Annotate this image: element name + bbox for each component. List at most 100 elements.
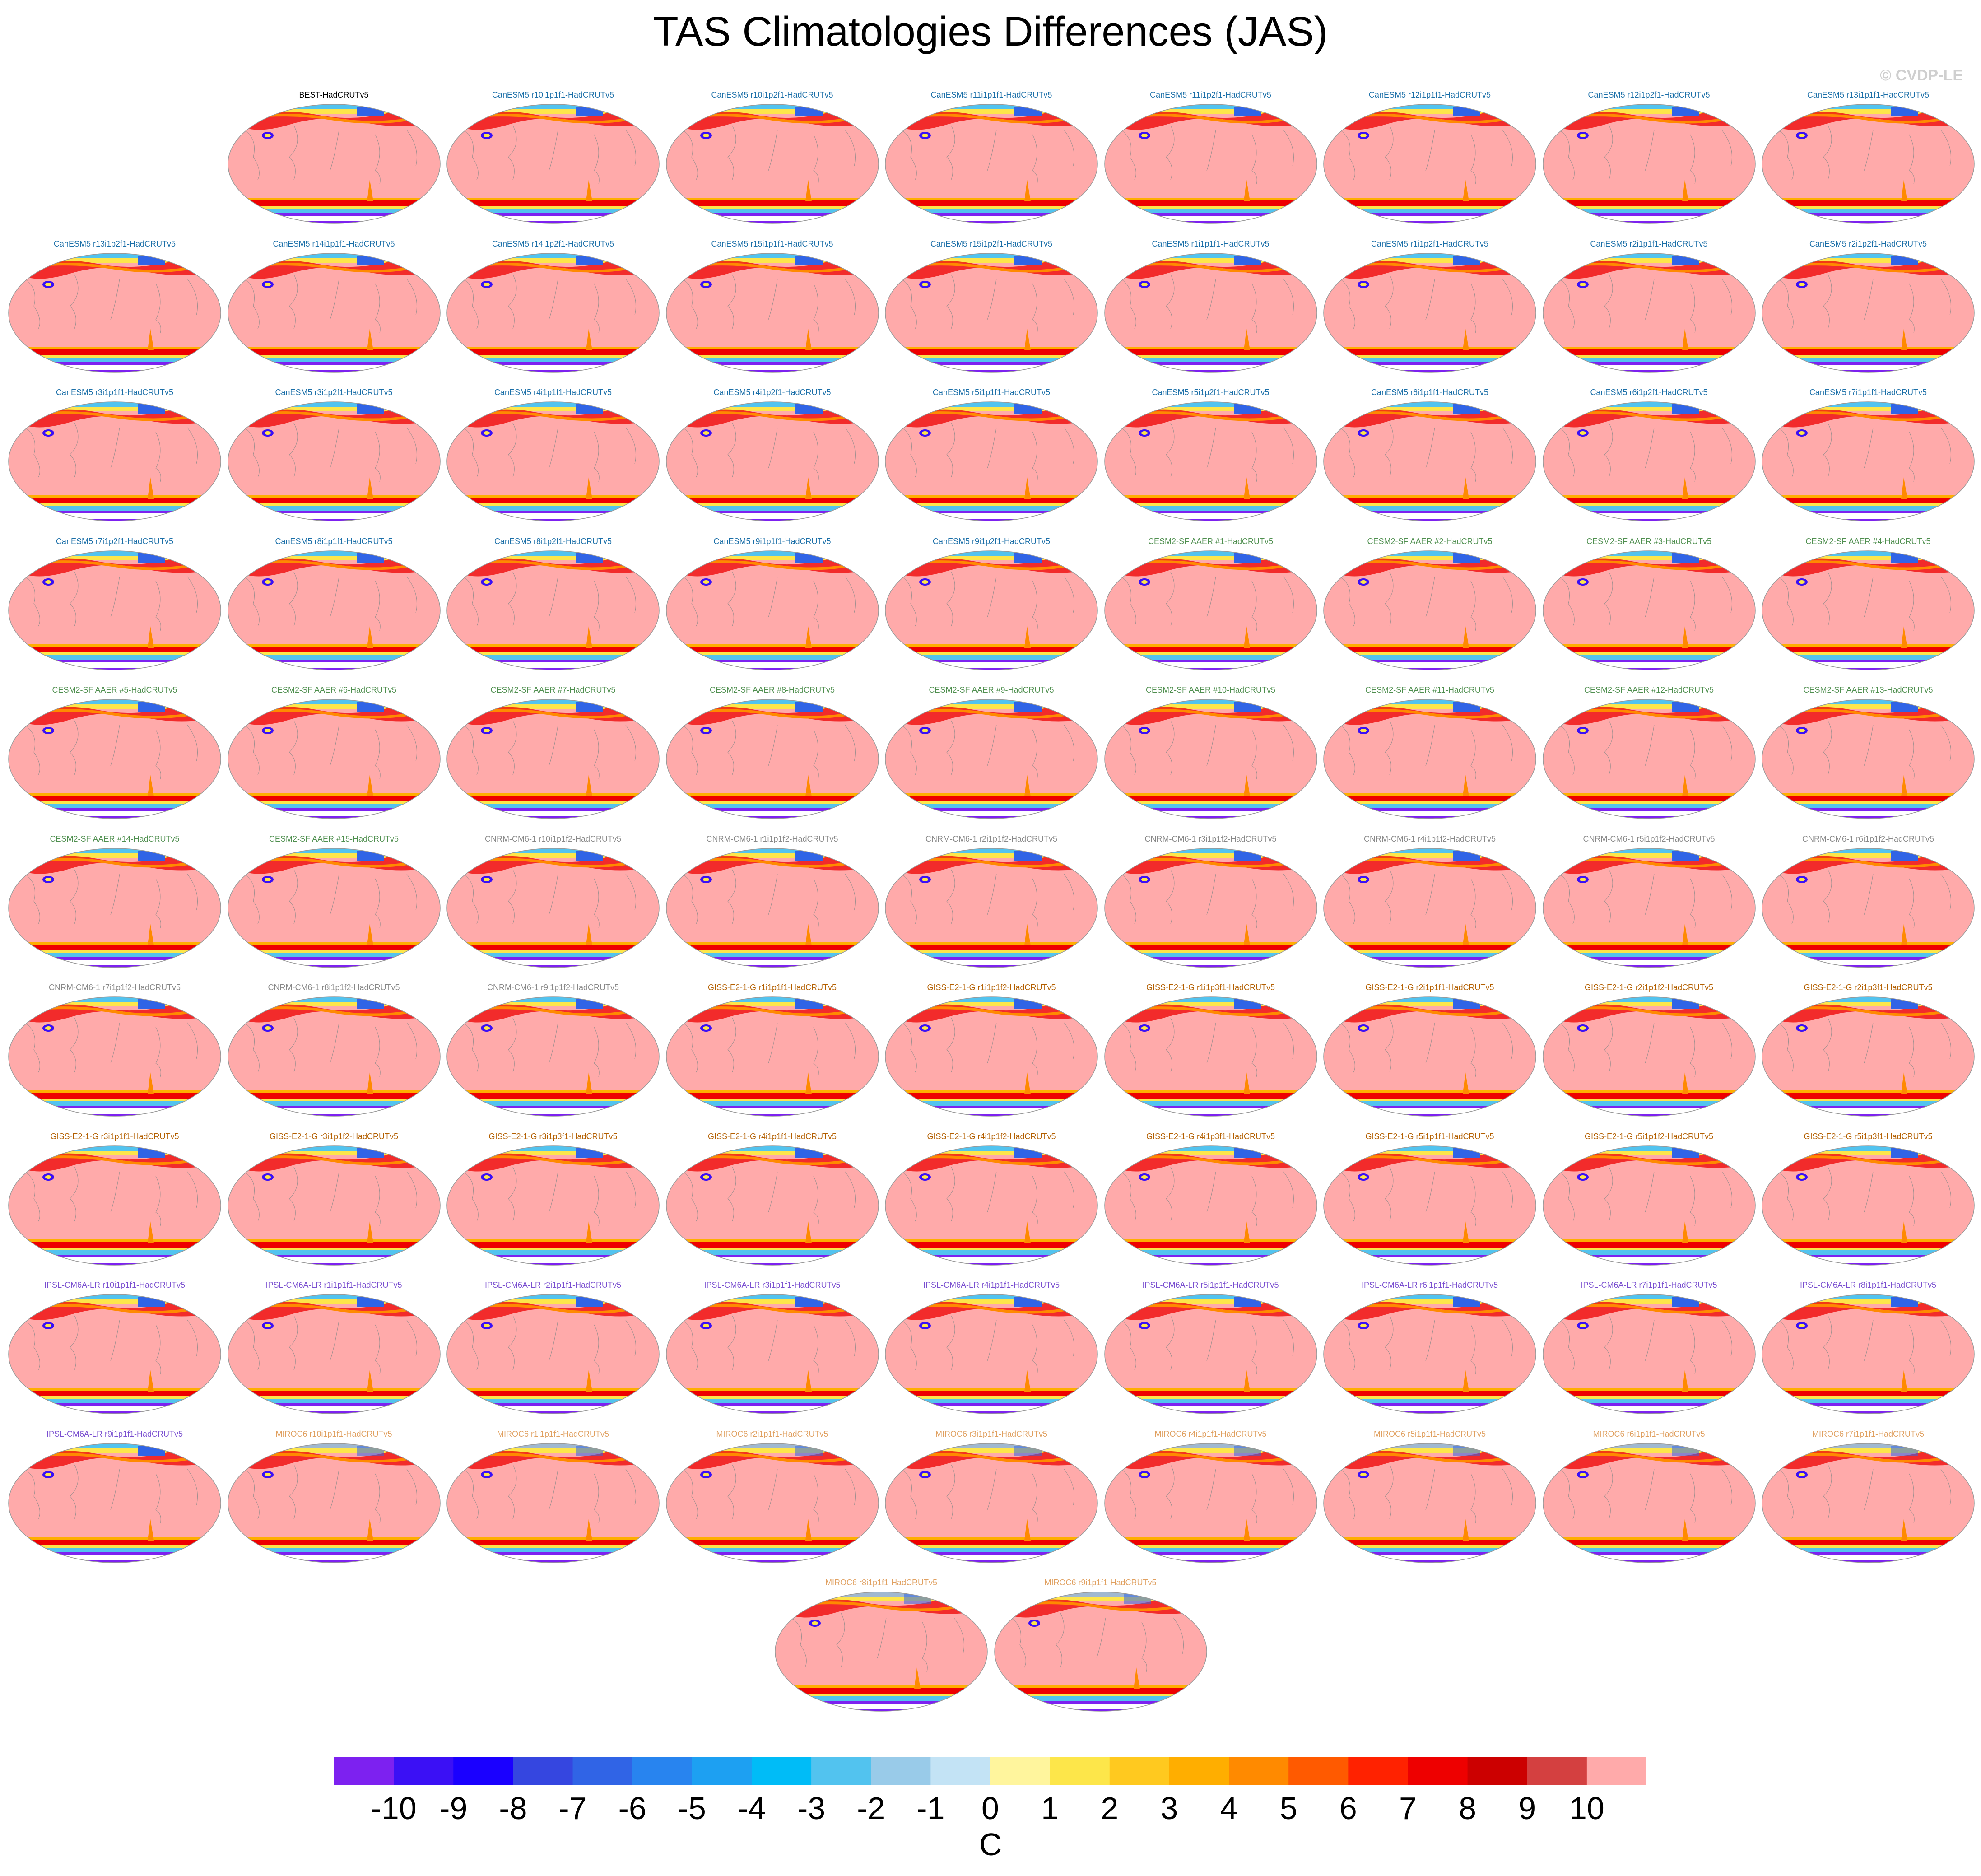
panel-label: CanESM5 r6i1p2f1-HadCRUTv5 bbox=[1590, 388, 1708, 397]
panel-label: CNRM-CM6-1 r10i1p1f2-HadCRUTv5 bbox=[484, 834, 622, 843]
map-panel: GISS-E2-1-G r3i1p1f1-HadCRUTv5 bbox=[7, 1132, 223, 1281]
map-panel: CanESM5 r10i1p2f1-HadCRUTv5 bbox=[665, 90, 880, 239]
panel-label: CESM2-SF AAER #12-HadCRUTv5 bbox=[1584, 685, 1714, 694]
panel-label: CESM2-SF AAER #10-HadCRUTv5 bbox=[1145, 685, 1276, 694]
panel-label: MIROC6 r10i1p1f1-HadCRUTv5 bbox=[275, 1429, 392, 1438]
panel-label: CESM2-SF AAER #1-HadCRUTv5 bbox=[1148, 536, 1274, 546]
panel-label: CNRM-CM6-1 r7i1p1f2-HadCRUTv5 bbox=[48, 983, 181, 992]
difference-map bbox=[1323, 996, 1536, 1117]
map-panel: GISS-E2-1-G r5i1p3f1-HadCRUTv5 bbox=[1760, 1132, 1976, 1281]
map-panel: CESM2-SF AAER #5-HadCRUTv5 bbox=[7, 685, 223, 834]
difference-map bbox=[1762, 996, 1975, 1117]
panel-label: CNRM-CM6-1 r8i1p1f2-HadCRUTv5 bbox=[268, 983, 400, 992]
panel-label: CanESM5 r7i1p2f1-HadCRUTv5 bbox=[56, 536, 174, 546]
map-panel: GISS-E2-1-G r5i1p1f2-HadCRUTv5 bbox=[1541, 1132, 1757, 1281]
map-panel: GISS-E2-1-G r1i1p1f2-HadCRUTv5 bbox=[884, 983, 1099, 1132]
map-panel: CNRM-CM6-1 r3i1p1f2-HadCRUTv5 bbox=[1103, 834, 1319, 983]
difference-map bbox=[227, 996, 441, 1117]
panel-label: GISS-E2-1-G r1i1p3f1-HadCRUTv5 bbox=[1146, 983, 1275, 992]
difference-map bbox=[227, 1294, 441, 1414]
colorbar-tick-label: -10 bbox=[371, 1791, 417, 1826]
map-panel: IPSL-CM6A-LR r5i1p1f1-HadCRUTv5 bbox=[1103, 1280, 1319, 1429]
difference-map bbox=[1323, 1294, 1536, 1414]
panel-label: CESM2-SF AAER #5-HadCRUTv5 bbox=[52, 685, 177, 694]
panel-label: CanESM5 r1i1p1f1-HadCRUTv5 bbox=[1152, 239, 1270, 248]
difference-map bbox=[1762, 699, 1975, 819]
map-panel: CanESM5 r11i1p2f1-HadCRUTv5 bbox=[1103, 90, 1319, 239]
colorbar-box bbox=[1109, 1757, 1170, 1785]
panel-label: GISS-E2-1-G r5i1p1f2-HadCRUTv5 bbox=[1584, 1131, 1714, 1141]
map-panel: CNRM-CM6-1 r9i1p1f2-HadCRUTv5 bbox=[445, 983, 661, 1132]
difference-map bbox=[1104, 401, 1317, 521]
map-panel: CNRM-CM6-1 r4i1p1f2-HadCRUTv5 bbox=[1322, 834, 1538, 983]
map-panel: CanESM5 r5i1p1f1-HadCRUTv5 bbox=[884, 388, 1099, 537]
map-panel: CNRM-CM6-1 r6i1p1f2-HadCRUTv5 bbox=[1760, 834, 1976, 983]
panel-label: GISS-E2-1-G r2i1p1f2-HadCRUTv5 bbox=[1584, 983, 1714, 992]
difference-map bbox=[227, 699, 441, 819]
difference-map bbox=[8, 550, 221, 670]
map-panel: BEST-HadCRUTv5 bbox=[226, 90, 442, 239]
map-panel: MIROC6 r1i1p1f1-HadCRUTv5 bbox=[445, 1429, 661, 1578]
panel-label: MIROC6 r1i1p1f1-HadCRUTv5 bbox=[497, 1429, 609, 1438]
colorbar-tick-label: 5 bbox=[1279, 1791, 1297, 1826]
panel-label: CESM2-SF AAER #3-HadCRUTv5 bbox=[1586, 536, 1712, 546]
difference-map bbox=[1323, 104, 1536, 224]
difference-map bbox=[885, 699, 1098, 819]
panel-label: IPSL-CM6A-LR r5i1p1f1-HadCRUTv5 bbox=[1142, 1280, 1279, 1289]
panel-label: GISS-E2-1-G r2i1p1f1-HadCRUTv5 bbox=[1365, 983, 1494, 992]
panel-label: GISS-E2-1-G r3i1p1f1-HadCRUTv5 bbox=[50, 1131, 179, 1141]
panel-label: MIROC6 r2i1p1f1-HadCRUTv5 bbox=[716, 1429, 828, 1438]
difference-map bbox=[1323, 1443, 1536, 1563]
difference-map bbox=[446, 1443, 660, 1563]
panel-label: CNRM-CM6-1 r9i1p1f2-HadCRUTv5 bbox=[487, 983, 619, 992]
map-panel: CanESM5 r15i1p1f1-HadCRUTv5 bbox=[665, 239, 880, 388]
panel-label: CanESM5 r14i1p1f1-HadCRUTv5 bbox=[273, 239, 395, 248]
map-panel: CESM2-SF AAER #14-HadCRUTv5 bbox=[7, 834, 223, 983]
difference-map bbox=[1762, 252, 1975, 373]
panel-label: CanESM5 r3i1p2f1-HadCRUTv5 bbox=[275, 388, 393, 397]
panel-label: CanESM5 r12i1p2f1-HadCRUTv5 bbox=[1588, 90, 1710, 99]
panel-label: CanESM5 r11i1p1f1-HadCRUTv5 bbox=[930, 90, 1052, 99]
difference-map bbox=[8, 1443, 221, 1563]
map-panel: CESM2-SF AAER #7-HadCRUTv5 bbox=[445, 685, 661, 834]
difference-map bbox=[227, 252, 441, 373]
map-panel: CESM2-SF AAER #4-HadCRUTv5 bbox=[1760, 537, 1976, 686]
panel-label: MIROC6 r3i1p1f1-HadCRUTv5 bbox=[935, 1429, 1048, 1438]
map-panel: MIROC6 r7i1p1f1-HadCRUTv5 bbox=[1760, 1429, 1976, 1578]
map-panel: GISS-E2-1-G r1i1p3f1-HadCRUTv5 bbox=[1103, 983, 1319, 1132]
colorbar-box bbox=[1288, 1757, 1349, 1785]
map-panel: CanESM5 r9i1p2f1-HadCRUTv5 bbox=[884, 537, 1099, 686]
colorbar-unit: C bbox=[979, 1827, 1002, 1862]
colorbar-box bbox=[453, 1757, 513, 1785]
colorbar-tick-label: 7 bbox=[1399, 1791, 1417, 1826]
panel-label: CanESM5 r1i1p2f1-HadCRUTv5 bbox=[1371, 239, 1489, 248]
difference-map bbox=[1542, 699, 1756, 819]
colorbar-tick-label: 2 bbox=[1101, 1791, 1119, 1826]
map-panel: IPSL-CM6A-LR r3i1p1f1-HadCRUTv5 bbox=[665, 1280, 880, 1429]
map-panel: CanESM5 r8i1p2f1-HadCRUTv5 bbox=[445, 537, 661, 686]
panel-label: CanESM5 r8i1p2f1-HadCRUTv5 bbox=[494, 536, 612, 546]
panel-label: CanESM5 r15i1p1f1-HadCRUTv5 bbox=[711, 239, 833, 248]
panel-label: GISS-E2-1-G r4i1p3f1-HadCRUTv5 bbox=[1146, 1131, 1275, 1141]
difference-map bbox=[775, 1592, 988, 1712]
colorbar-tick-label: -8 bbox=[499, 1791, 527, 1826]
difference-map bbox=[1542, 1294, 1756, 1414]
map-panel: CanESM5 r13i1p2f1-HadCRUTv5 bbox=[7, 239, 223, 388]
panel-label: CESM2-SF AAER #4-HadCRUTv5 bbox=[1805, 536, 1931, 546]
difference-map bbox=[1762, 1443, 1975, 1563]
difference-map bbox=[885, 550, 1098, 670]
colorbar-box bbox=[751, 1757, 812, 1785]
panel-label: GISS-E2-1-G r3i1p1f2-HadCRUTv5 bbox=[269, 1131, 399, 1141]
difference-map bbox=[1762, 1145, 1975, 1266]
difference-map bbox=[1104, 550, 1317, 670]
panel-label: CESM2-SF AAER #6-HadCRUTv5 bbox=[271, 685, 397, 694]
difference-map bbox=[227, 104, 441, 224]
map-panel: CanESM5 r4i1p2f1-HadCRUTv5 bbox=[665, 388, 880, 537]
difference-map bbox=[8, 1145, 221, 1266]
colorbar-tick-label: 1 bbox=[1041, 1791, 1059, 1826]
figure-title: TAS Climatologies Differences (JAS) bbox=[653, 9, 1328, 55]
panel-label: CESM2-SF AAER #7-HadCRUTv5 bbox=[490, 685, 616, 694]
difference-map bbox=[1104, 699, 1317, 819]
panel-label: IPSL-CM6A-LR r9i1p1f1-HadCRUTv5 bbox=[46, 1429, 183, 1438]
colorbar-box bbox=[1586, 1757, 1646, 1785]
